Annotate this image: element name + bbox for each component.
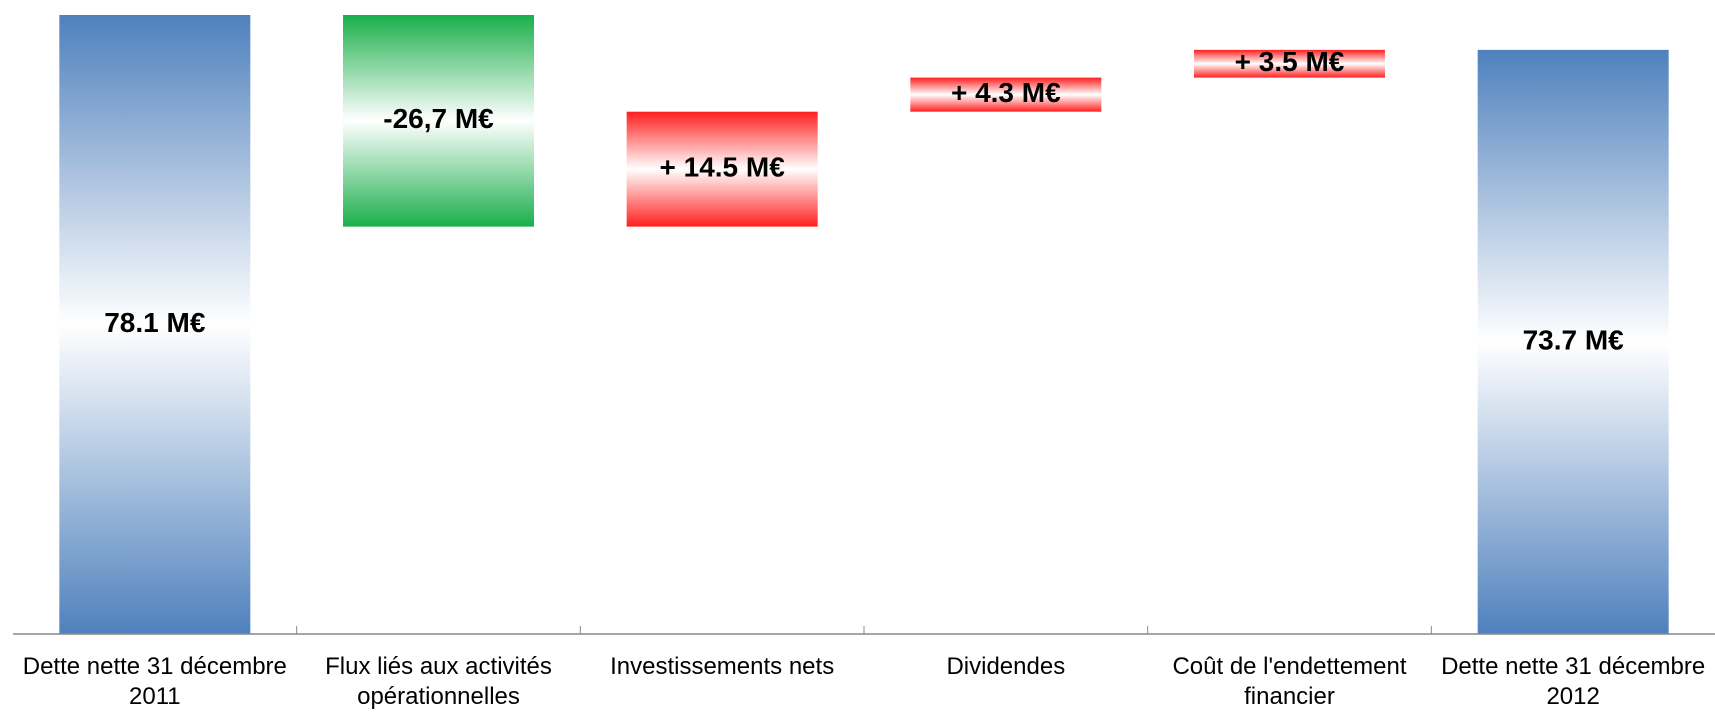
bar [59, 15, 251, 634]
value-label: 78.1 M€ [104, 307, 206, 338]
x-tick-label: Dividendes [946, 653, 1066, 680]
value-label: 73.7 M€ [1523, 324, 1625, 355]
value-label: + 4.3 M€ [951, 77, 1061, 108]
bar [910, 77, 1102, 112]
bar [343, 15, 534, 227]
x-tick-label: Dette nette 31 décembre 2011 [22, 653, 287, 710]
x-tick-label: Investissements nets [610, 653, 835, 680]
x-tick-label: Coût de l'endettement financier [1172, 653, 1407, 710]
bar [626, 111, 818, 227]
bar [1477, 49, 1669, 635]
x-tick-label: Flux liés aux activités opérationnelles [325, 653, 552, 710]
x-tick-label: Dette nette 31 décembre 2012 [1441, 653, 1706, 710]
value-label: + 14.5 M€ [660, 152, 786, 183]
value-label: + 3.5 M€ [1235, 46, 1345, 77]
bar [1194, 49, 1385, 78]
value-label: -26,7 M€ [383, 103, 494, 134]
